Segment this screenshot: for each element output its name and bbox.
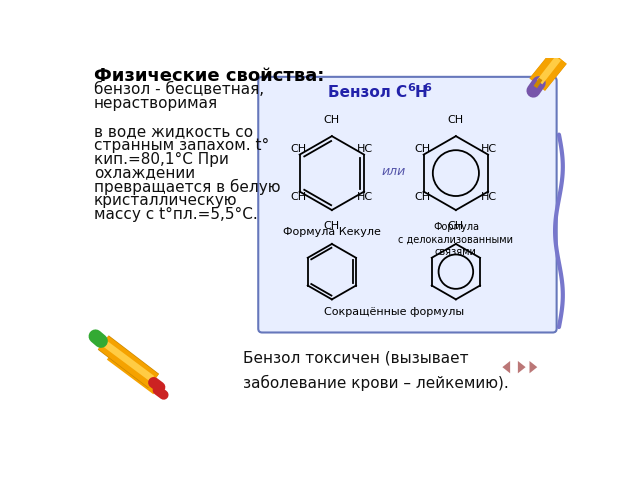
Text: HC: HC (357, 144, 374, 154)
Polygon shape (502, 361, 510, 373)
Text: превращается в белую: превращается в белую (94, 179, 280, 195)
Text: странным запахом. t°: странным запахом. t° (94, 138, 269, 153)
Text: Бензол С: Бензол С (328, 85, 408, 100)
Text: кристаллическую: кристаллическую (94, 193, 237, 208)
Text: Сокращённые формулы: Сокращённые формулы (324, 307, 464, 317)
Text: Формула
с делокализованными
связями: Формула с делокализованными связями (398, 222, 513, 257)
Text: кип.=80,1°С При: кип.=80,1°С При (94, 152, 229, 167)
Text: 6: 6 (423, 83, 431, 93)
Text: массу с t°пл.=5,5°С.: массу с t°пл.=5,5°С. (94, 207, 258, 222)
Text: CH: CH (291, 192, 307, 202)
Text: нерастворимая: нерастворимая (94, 96, 218, 111)
Text: HC: HC (481, 192, 497, 202)
Text: CH: CH (448, 221, 464, 231)
Text: или: или (381, 165, 406, 178)
Text: HC: HC (357, 192, 374, 202)
Text: бензол - бесцветная,: бензол - бесцветная, (94, 82, 264, 97)
Text: Физические свойства:: Физические свойства: (94, 67, 324, 85)
Text: CH: CH (414, 144, 430, 154)
Polygon shape (518, 361, 525, 373)
Text: в воде жидкость со: в воде жидкость со (94, 124, 253, 139)
Text: HC: HC (481, 144, 497, 154)
Text: Формула Кекуле: Формула Кекуле (283, 227, 381, 237)
Text: CH: CH (324, 115, 340, 125)
FancyBboxPatch shape (259, 77, 557, 333)
Text: охлаждении: охлаждении (94, 166, 195, 180)
Text: CH: CH (448, 115, 464, 125)
Text: CH: CH (324, 221, 340, 231)
Polygon shape (529, 361, 537, 373)
Text: CH: CH (291, 144, 307, 154)
Text: 6: 6 (408, 83, 415, 93)
Text: Н: Н (415, 85, 427, 100)
Text: CH: CH (414, 192, 430, 202)
Text: Бензол токсичен (вызывает
заболевание крови – лейкемию).: Бензол токсичен (вызывает заболевание кр… (243, 350, 509, 391)
